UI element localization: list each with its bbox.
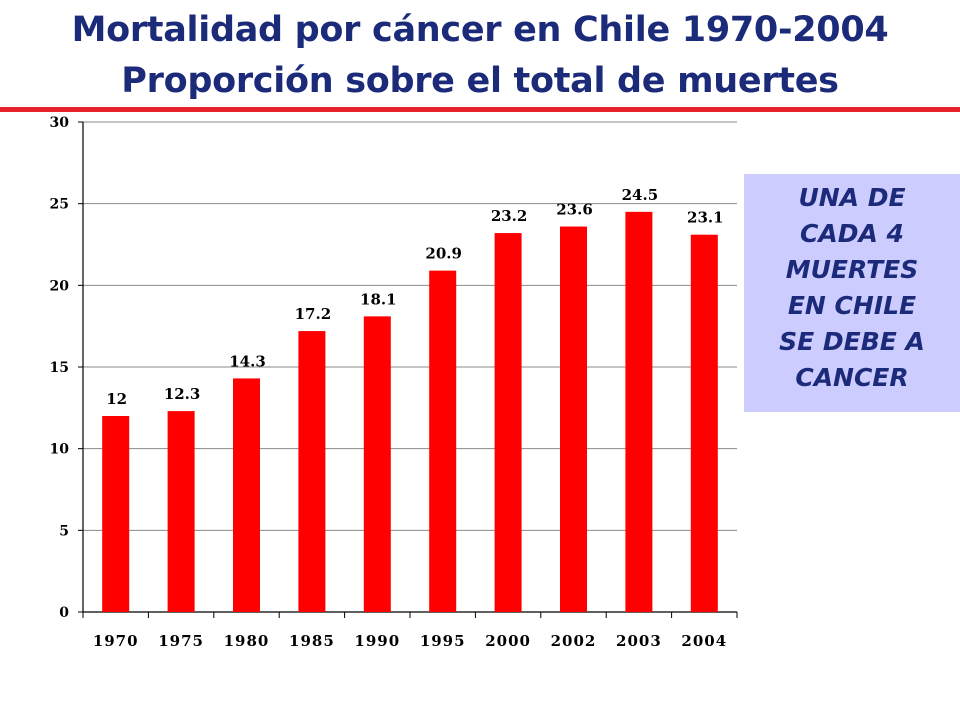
bar-value-label: 12.3 <box>164 385 201 403</box>
bar <box>298 331 326 612</box>
x-tick-label: 2000 <box>485 632 531 650</box>
y-tick-labels: 0 5 10 15 20 25 30 <box>50 115 70 621</box>
x-tick-labels: 1970 1975 1980 1985 1990 1995 2000 2002 2003 2004 <box>93 632 727 650</box>
x-tick-label: 2002 <box>551 632 597 650</box>
y-tick-label: 25 <box>50 197 69 213</box>
x-tick-label: 1995 <box>420 632 466 650</box>
bar <box>690 234 718 612</box>
y-tick-label: 30 <box>50 115 70 131</box>
bar <box>167 411 195 612</box>
bar <box>363 316 391 612</box>
bar <box>494 233 522 613</box>
bar-value-label: 23.2 <box>491 207 528 225</box>
bar-value-label: 23.1 <box>687 209 724 227</box>
bars <box>102 211 718 613</box>
bar-value-label: 14.3 <box>229 352 266 370</box>
x-tick-label: 1975 <box>158 632 204 650</box>
bar-chart: 12 12.3 14.3 17.2 18.1 20.9 23.2 23.6 24.5 23.1 1… <box>50 115 738 650</box>
callout-box: UNA DE CADA 4 MUERTES EN CHILE SE DEBE A… <box>744 174 960 412</box>
x-tick-label: 1990 <box>354 632 400 650</box>
bar-value-label: 23.6 <box>556 201 593 219</box>
x-tick-label: 1970 <box>93 632 139 650</box>
bar-value-label: 24.5 <box>622 186 659 204</box>
bar <box>625 211 653 613</box>
callout-text: UNA DE CADA 4 MUERTES EN CHILE SE DEBE A… <box>779 183 925 392</box>
bar <box>560 226 587 613</box>
page-subtitle: Proporción sobre el total de muertes <box>121 61 839 101</box>
x-tick-label: 2003 <box>616 632 662 650</box>
x-tick-label: 2004 <box>681 632 727 650</box>
bar <box>429 270 457 612</box>
bar-value-label: 17.2 <box>295 305 332 323</box>
bar-value-label: 20.9 <box>425 245 462 263</box>
bar <box>233 378 260 612</box>
page-title: Mortalidad por cáncer en Chile 1970-2004 <box>71 10 889 50</box>
data-labels: 12 12.3 14.3 17.2 18.1 20.9 23.2 23.6 24.5 23.1 <box>106 186 723 408</box>
y-tick-label: 5 <box>59 523 69 539</box>
x-tick-label: 1985 <box>289 632 335 650</box>
y-tick-label: 20 <box>50 278 70 294</box>
y-tick-label: 15 <box>50 360 69 376</box>
bar-value-label: 18.1 <box>360 290 397 308</box>
bar <box>102 416 130 612</box>
x-tick-label: 1980 <box>224 632 270 650</box>
y-tick-label: 10 <box>50 442 70 458</box>
y-tick-label: 0 <box>59 605 69 621</box>
bar-value-label: 12 <box>106 390 127 408</box>
title-divider <box>0 107 960 112</box>
